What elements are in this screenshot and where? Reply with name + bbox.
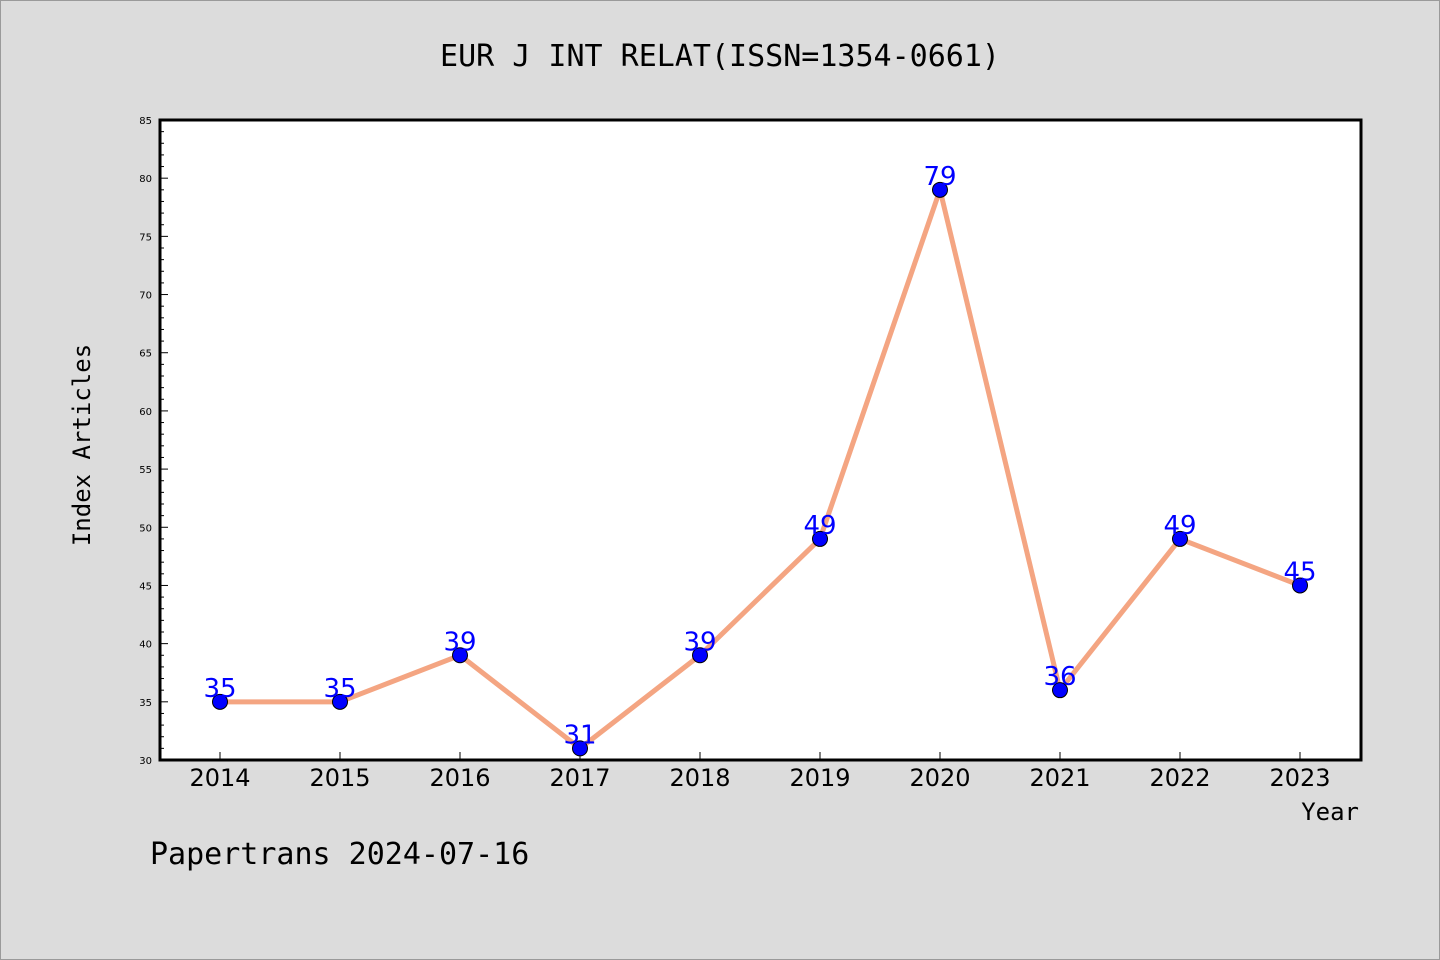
x-axis: 2014 2015 2016 2017 2018 2019 2020 2021 2022 2023: [189, 752, 1331, 792]
series: 35 35 39 31 39 49 79 36 49 45: [203, 162, 1317, 757]
data-point: [212, 693, 228, 710]
data-label: 39: [683, 627, 716, 657]
data-label: 39: [443, 627, 476, 657]
y-tick-label: 70: [139, 291, 152, 302]
y-tick-label: 80: [139, 174, 152, 185]
data-point: [1172, 530, 1188, 547]
x-tick-label: 2018: [669, 764, 730, 792]
y-tick-label: 35: [139, 698, 152, 709]
footer-credit: Papertrans 2024-07-16: [150, 837, 529, 872]
data-point: [452, 647, 468, 664]
y-axis: 30 35 40 45 50 55 60 65 70 75 80 85: [139, 116, 168, 767]
series-line: [217, 187, 1303, 751]
data-label: 49: [803, 511, 836, 541]
y-tick-label: 40: [139, 640, 152, 651]
data-point: [692, 647, 708, 664]
y-tick-label: 60: [139, 407, 152, 418]
data-label: 36: [1043, 662, 1076, 692]
y-tick-label: 50: [139, 523, 152, 534]
data-point: [1292, 577, 1308, 594]
data-label: 79: [923, 162, 956, 192]
x-tick-label: 2020: [909, 764, 970, 792]
x-axis-label: Year: [1301, 798, 1359, 826]
data-point: [572, 740, 588, 757]
data-point: [332, 693, 348, 710]
plot-area: [158, 118, 1363, 762]
chart-title: EUR J INT RELAT(ISSN=1354-0661): [440, 39, 1000, 74]
data-label: 45: [1283, 557, 1316, 587]
x-tick-label: 2021: [1029, 764, 1090, 792]
y-tick-label: 75: [139, 232, 152, 243]
x-tick-label: 2023: [1269, 764, 1330, 792]
y-tick-label: 30: [139, 756, 152, 767]
data-label: 31: [563, 720, 596, 750]
y-axis-label: Index Articles: [68, 344, 96, 546]
data-point: [932, 181, 948, 198]
x-tick-label: 2016: [429, 764, 490, 792]
y-tick-label: 65: [139, 349, 152, 360]
data-label: 35: [323, 674, 356, 704]
x-tick-label: 2022: [1149, 764, 1210, 792]
y-tick-label: 85: [139, 116, 152, 127]
x-tick-label: 2017: [549, 764, 610, 792]
y-tick-label: 55: [139, 465, 152, 476]
y-tick-label: 45: [139, 581, 152, 592]
data-point: [812, 530, 828, 547]
x-tick-label: 2019: [789, 764, 850, 792]
data-point: [1052, 682, 1068, 699]
data-label: 35: [203, 674, 236, 704]
data-label: 49: [1163, 511, 1196, 541]
x-tick-label: 2015: [309, 764, 370, 792]
x-tick-label: 2014: [189, 764, 250, 792]
